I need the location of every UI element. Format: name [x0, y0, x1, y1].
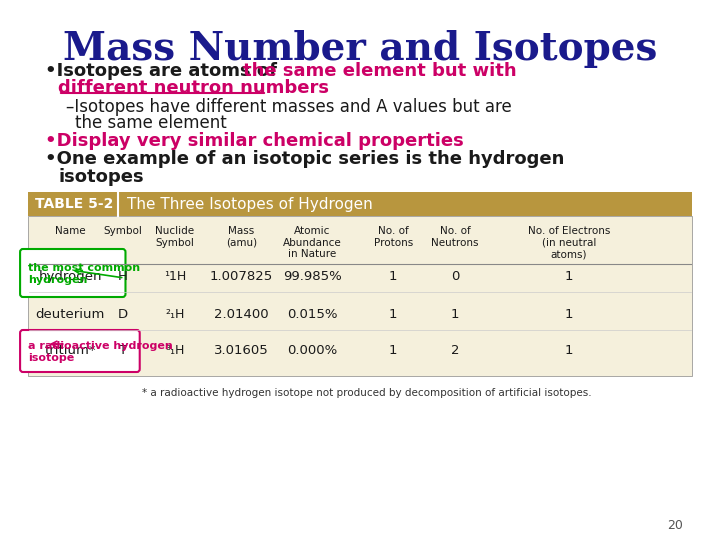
Text: 1: 1: [451, 308, 459, 321]
Text: * a radioactive hydrogen isotope not produced by decomposition of artificial iso: * a radioactive hydrogen isotope not pro…: [142, 388, 591, 398]
Text: Mass
(amu): Mass (amu): [226, 226, 257, 248]
Text: 2: 2: [451, 344, 459, 357]
Text: the most common
hydrogen: the most common hydrogen: [27, 263, 140, 285]
Text: No. of
Protons: No. of Protons: [374, 226, 413, 248]
FancyBboxPatch shape: [20, 330, 140, 372]
Text: deuterium: deuterium: [36, 308, 105, 321]
Text: D: D: [117, 308, 127, 321]
Text: tritium*: tritium*: [45, 344, 96, 357]
Text: TABLE 5-2: TABLE 5-2: [35, 197, 114, 211]
Text: 1: 1: [389, 308, 397, 321]
Text: 1: 1: [389, 270, 397, 283]
FancyBboxPatch shape: [27, 192, 693, 216]
Text: 2.01400: 2.01400: [214, 308, 269, 321]
Text: different neutron numbers: different neutron numbers: [58, 79, 329, 97]
Text: •Display very similar chemical properties: •Display very similar chemical propertie…: [45, 132, 464, 150]
Text: •Isotopes are atoms of: •Isotopes are atoms of: [45, 62, 283, 80]
Text: 1: 1: [564, 270, 573, 283]
Text: H: H: [117, 270, 127, 283]
Text: Symbol: Symbol: [103, 226, 142, 236]
Text: 1.007825: 1.007825: [210, 270, 273, 283]
Text: ²₁H: ²₁H: [165, 308, 184, 321]
Text: ¹1H: ¹1H: [163, 270, 186, 283]
Text: T: T: [119, 344, 127, 357]
Text: a radioactive hydrogen
isotope: a radioactive hydrogen isotope: [27, 341, 172, 363]
FancyBboxPatch shape: [27, 216, 693, 376]
Text: Nuclide
Symbol: Nuclide Symbol: [156, 226, 194, 248]
Text: No. of Electrons
(in neutral
atoms): No. of Electrons (in neutral atoms): [528, 226, 610, 259]
Text: isotopes: isotopes: [58, 168, 144, 186]
Text: Mass Number and Isotopes: Mass Number and Isotopes: [63, 30, 657, 68]
Text: ³₁H: ³₁H: [165, 344, 184, 357]
Text: –Isotopes have different masses and A values but are: –Isotopes have different masses and A va…: [66, 98, 511, 116]
Text: hydrogen: hydrogen: [39, 270, 102, 283]
Text: No. of
Neutrons: No. of Neutrons: [431, 226, 479, 248]
Text: Atomic
Abundance
in Nature: Atomic Abundance in Nature: [283, 226, 342, 259]
Text: the same element: the same element: [75, 114, 227, 132]
Text: 1: 1: [564, 308, 573, 321]
FancyBboxPatch shape: [20, 249, 125, 297]
Text: 3.01605: 3.01605: [214, 344, 269, 357]
Text: The Three Isotopes of Hydrogen: The Three Isotopes of Hydrogen: [127, 197, 373, 212]
Text: 0.015%: 0.015%: [287, 308, 338, 321]
Text: 0: 0: [451, 270, 459, 283]
Text: Name: Name: [55, 226, 86, 236]
Text: the same element but with: the same element but with: [243, 62, 517, 80]
Text: 20: 20: [667, 519, 683, 532]
Text: 1: 1: [389, 344, 397, 357]
Text: •One example of an isotopic series is the hydrogen: •One example of an isotopic series is th…: [45, 150, 564, 168]
Text: 99.985%: 99.985%: [283, 270, 342, 283]
Text: 1: 1: [564, 344, 573, 357]
Text: 0.000%: 0.000%: [287, 344, 338, 357]
